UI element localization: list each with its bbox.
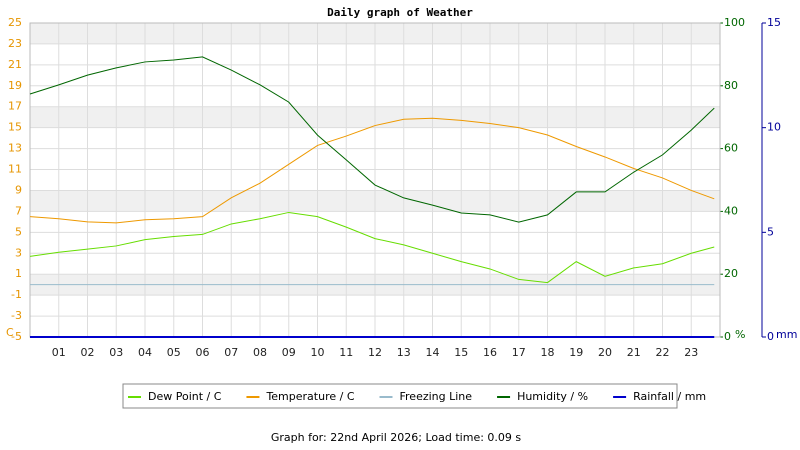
x-tick-label: 14 <box>426 346 440 359</box>
y-tick-label: 5 <box>15 225 22 238</box>
x-tick-label: 11 <box>339 346 353 359</box>
series-line <box>29 56 715 223</box>
x-tick-label: 01 <box>52 346 66 359</box>
x-tick-label: 10 <box>311 346 325 359</box>
y2-tick-label: 100 <box>724 16 745 29</box>
x-tick-label: 21 <box>627 346 641 359</box>
y-tick-label: -5 <box>11 330 22 343</box>
legend-label: Freezing Line <box>400 390 473 403</box>
y2-tick-label: 80 <box>724 79 738 92</box>
y-tick-label: 21 <box>8 58 22 71</box>
y2-axis-unit: % <box>735 328 745 341</box>
x-tick-label: 20 <box>598 346 612 359</box>
x-tick-label: 15 <box>454 346 468 359</box>
x-tick-label: 04 <box>138 346 152 359</box>
y2-tick-label: 20 <box>724 267 738 280</box>
x-tick-label: 08 <box>253 346 267 359</box>
y3-tick-label: 15 <box>767 16 781 29</box>
legend-label: Temperature / C <box>265 390 354 403</box>
y2-tick-label: 40 <box>724 204 738 217</box>
x-tick-label: 05 <box>167 346 181 359</box>
y-tick-label: 9 <box>15 183 22 196</box>
y3-tick-label: 5 <box>767 225 774 238</box>
x-tick-label: 23 <box>684 346 698 359</box>
x-tick-label: 17 <box>512 346 526 359</box>
x-tick-label: 12 <box>368 346 382 359</box>
y-tick-label: -1 <box>11 288 22 301</box>
y-tick-label: 7 <box>15 204 22 217</box>
x-tick-label: 18 <box>541 346 555 359</box>
x-tick-label: 06 <box>196 346 210 359</box>
y-tick-label: 23 <box>8 37 22 50</box>
y-tick-label: 15 <box>8 121 22 134</box>
legend-label: Humidity / % <box>517 390 588 403</box>
y3-tick-label: 0 <box>767 330 774 343</box>
x-tick-label: 16 <box>483 346 497 359</box>
legend-box <box>122 383 678 409</box>
y2-tick-label: 0 <box>724 330 731 343</box>
legend-label: Rainfall / mm <box>633 390 706 403</box>
x-tick-label: 13 <box>397 346 411 359</box>
y-tick-label: 25 <box>8 16 22 29</box>
x-tick-label: 02 <box>81 346 95 359</box>
y-tick-label: 1 <box>15 267 22 280</box>
x-tick-label: 22 <box>656 346 670 359</box>
x-tick-label: 09 <box>282 346 296 359</box>
y-tick-label: 11 <box>8 163 22 176</box>
x-tick-label: 19 <box>569 346 583 359</box>
series-line <box>29 117 715 224</box>
chart-title: Daily graph of Weather <box>327 6 473 19</box>
x-tick-label: 03 <box>109 346 123 359</box>
series-line <box>29 211 715 284</box>
y-tick-label: 13 <box>8 142 22 155</box>
y-tick-label: -3 <box>11 309 22 322</box>
y-tick-label: 17 <box>8 100 22 113</box>
x-tick-label: 07 <box>224 346 238 359</box>
y3-axis-unit: mm <box>776 328 797 341</box>
y-axis-unit: C <box>6 326 14 339</box>
y-tick-label: 3 <box>15 246 22 259</box>
caption: Graph for: 22nd April 2026; Load time: 0… <box>271 431 522 444</box>
y2-tick-label: 60 <box>724 142 738 155</box>
y3-tick-label: 10 <box>767 121 781 134</box>
y-tick-label: 19 <box>8 79 22 92</box>
legend-label: Dew Point / C <box>148 390 222 403</box>
